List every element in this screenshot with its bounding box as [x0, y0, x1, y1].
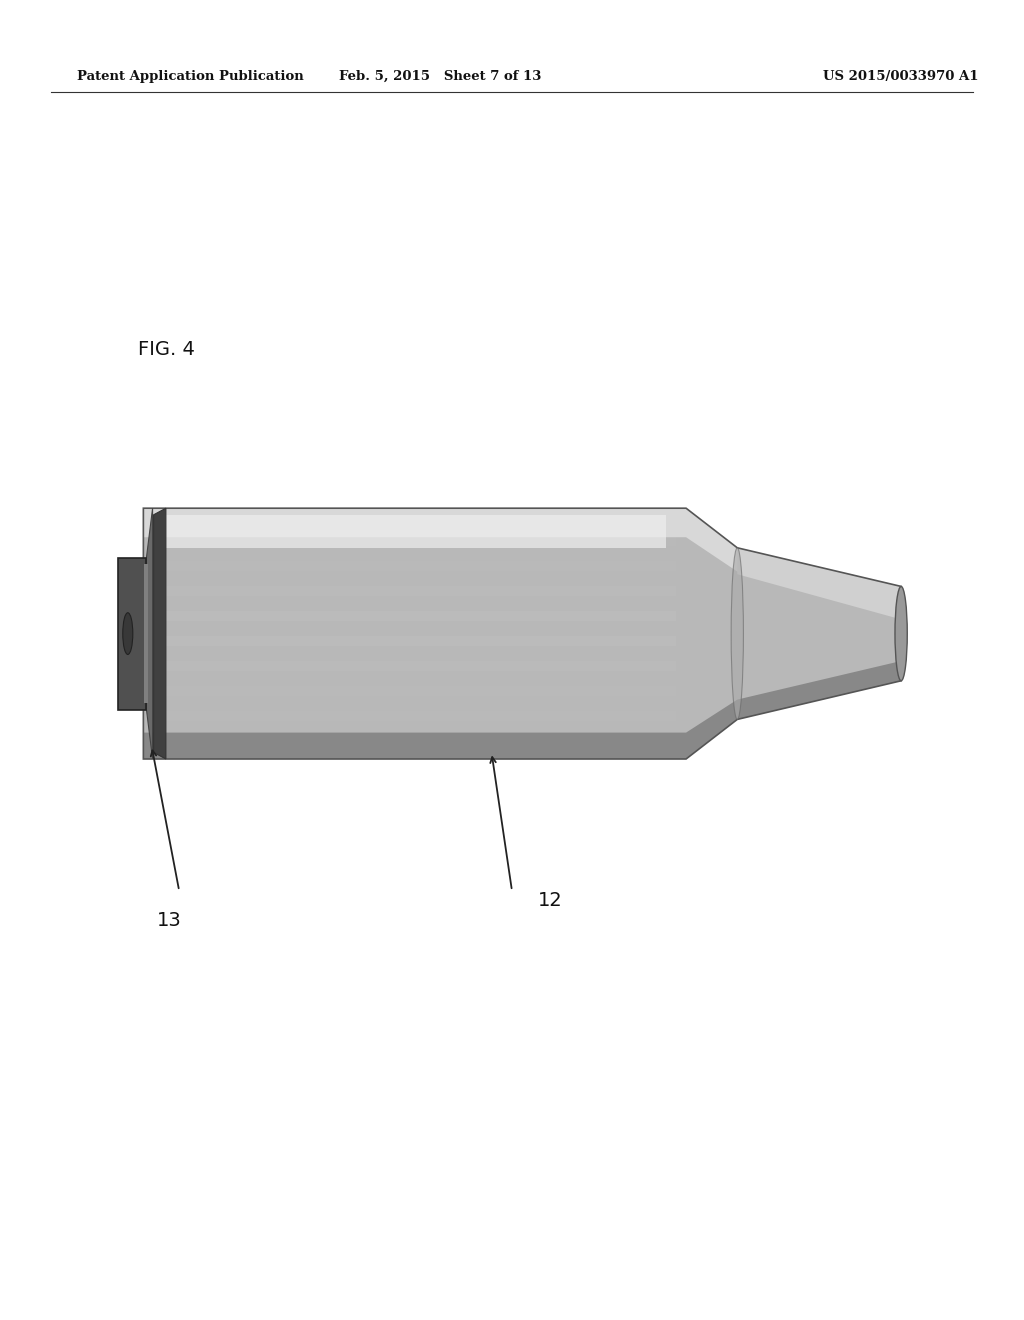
Ellipse shape [731, 548, 743, 719]
Polygon shape [154, 508, 166, 759]
Ellipse shape [123, 612, 133, 655]
Text: US 2015/0033970 A1: US 2015/0033970 A1 [823, 70, 979, 83]
Polygon shape [737, 548, 901, 619]
Polygon shape [154, 611, 676, 622]
Polygon shape [143, 661, 901, 759]
Polygon shape [118, 557, 146, 710]
Polygon shape [146, 508, 153, 759]
Text: 12: 12 [538, 891, 562, 909]
Polygon shape [154, 636, 676, 647]
Polygon shape [143, 508, 901, 610]
Text: Feb. 5, 2015   Sheet 7 of 13: Feb. 5, 2015 Sheet 7 of 13 [339, 70, 542, 83]
Text: FIG. 4: FIG. 4 [138, 341, 196, 359]
Polygon shape [143, 508, 901, 759]
Polygon shape [144, 565, 148, 702]
Ellipse shape [895, 586, 907, 681]
Polygon shape [164, 515, 666, 548]
Text: 13: 13 [157, 911, 181, 929]
Text: Patent Application Publication: Patent Application Publication [77, 70, 303, 83]
